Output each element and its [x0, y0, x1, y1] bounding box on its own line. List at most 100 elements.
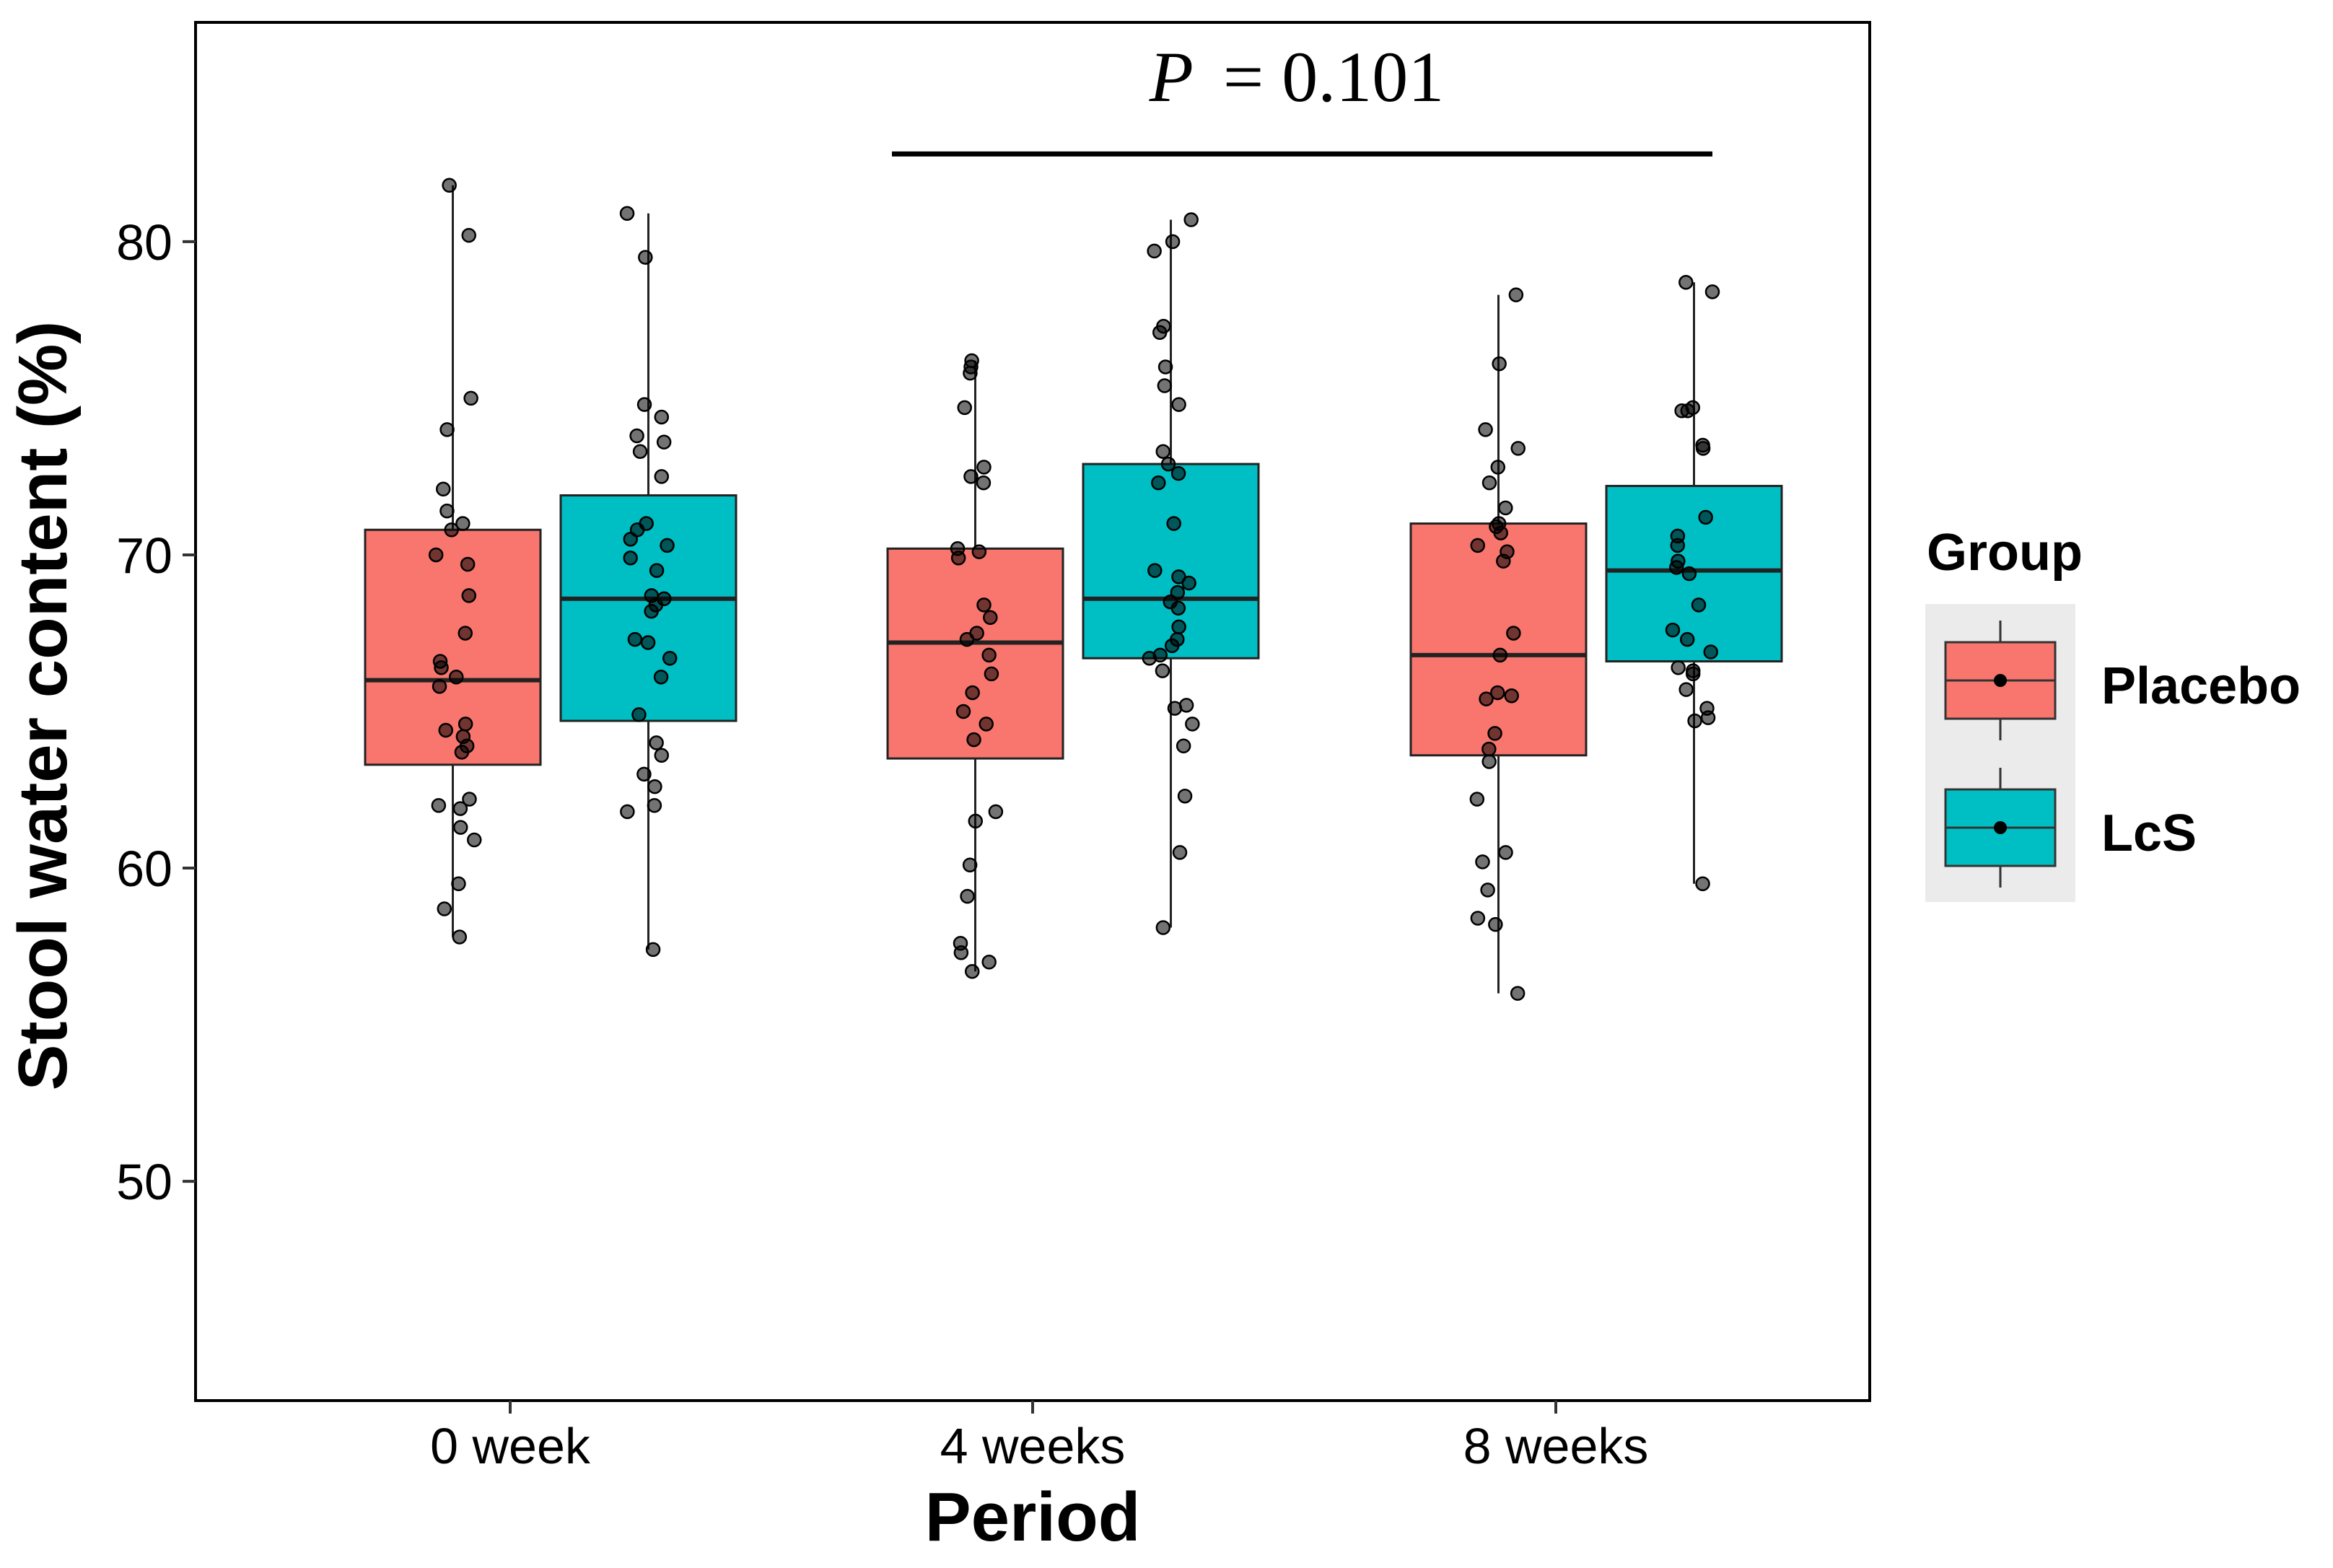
data-point: [1670, 528, 1686, 544]
data-point: [950, 541, 966, 556]
data-point: [458, 626, 473, 641]
data-point: [455, 729, 471, 744]
data-point: [966, 732, 981, 748]
data-point: [460, 556, 476, 572]
data-point: [1671, 660, 1686, 675]
data-point: [1156, 318, 1171, 334]
data-point: [645, 942, 661, 958]
legend-key-point: [1994, 821, 2007, 834]
data-point: [1470, 911, 1486, 926]
data-point: [1510, 441, 1526, 456]
data-point: [976, 460, 992, 475]
data-point: [428, 547, 444, 563]
data-point: [1498, 500, 1513, 516]
data-point: [1685, 400, 1701, 416]
data-point: [632, 444, 648, 459]
data-point: [654, 469, 670, 484]
data-point: [442, 178, 457, 193]
data-point: [1491, 516, 1507, 531]
data-point: [1183, 212, 1199, 227]
box-body: [886, 547, 1064, 760]
data-point: [1665, 622, 1681, 638]
data-point: [1679, 631, 1695, 647]
data-point: [636, 397, 652, 412]
data-point: [1671, 553, 1686, 569]
data-point: [1481, 754, 1497, 769]
data-point: [660, 538, 675, 553]
data-point: [964, 353, 979, 369]
p-value-text: = 0.101: [1223, 37, 1444, 117]
data-point: [1177, 788, 1193, 804]
data-point: [1171, 397, 1186, 412]
data-point: [1157, 359, 1173, 375]
data-point: [1151, 475, 1166, 491]
data-point: [1685, 663, 1701, 678]
data-point: [1147, 243, 1162, 259]
data-point: [1699, 701, 1715, 716]
box-lcs-1: [1082, 219, 1260, 928]
data-point: [1490, 685, 1505, 701]
data-point: [955, 704, 971, 719]
data-point: [1704, 284, 1720, 299]
legend-label-placebo: Placebo: [2101, 657, 2301, 715]
y-tick-label: 80: [116, 214, 172, 271]
data-point: [619, 206, 635, 222]
data-point: [461, 227, 476, 243]
data-point: [1678, 275, 1694, 290]
data-point: [1170, 631, 1185, 647]
legend-key-placebo: [1944, 621, 2057, 740]
data-point: [1506, 626, 1521, 641]
data-point: [1492, 647, 1508, 663]
data-point: [965, 685, 980, 701]
data-point: [957, 400, 972, 416]
data-point: [1481, 741, 1497, 757]
data-point: [623, 551, 638, 566]
data-point: [432, 654, 448, 669]
data-point: [1178, 698, 1194, 713]
data-point: [1480, 882, 1495, 898]
data-point: [1172, 845, 1188, 860]
data-point: [638, 250, 653, 265]
data-point: [1681, 566, 1697, 582]
data-point: [968, 813, 984, 829]
p-symbol: P: [1149, 37, 1194, 117]
box-body: [1082, 463, 1260, 660]
legend-title: Group: [1927, 524, 2083, 582]
data-point: [1171, 569, 1186, 584]
data-point: [1470, 538, 1485, 553]
data-point: [1160, 456, 1176, 472]
y-tick-label: 60: [116, 841, 172, 897]
data-point: [1170, 465, 1186, 481]
box-body: [559, 494, 737, 722]
data-point: [981, 647, 997, 663]
data-point: [647, 797, 662, 813]
data-point: [620, 804, 635, 820]
data-point: [640, 635, 656, 650]
data-point: [647, 779, 662, 794]
data-point: [1492, 356, 1507, 372]
data-point: [1147, 563, 1163, 578]
data-point: [1687, 713, 1702, 729]
data-point: [969, 626, 984, 641]
data-point: [653, 670, 669, 685]
data-point: [449, 670, 464, 685]
legend-key-point: [1994, 674, 2007, 687]
data-point: [1510, 986, 1526, 1001]
data-point: [644, 588, 660, 603]
data-point: [1157, 378, 1173, 393]
data-point: [1152, 647, 1168, 663]
x-axis-title: Period: [925, 1479, 1141, 1556]
data-point: [662, 650, 678, 666]
data-point: [453, 820, 468, 835]
data-point: [438, 722, 454, 738]
box-lcs-0: [559, 213, 737, 950]
data-point: [656, 434, 672, 450]
data-point: [1165, 234, 1181, 250]
data-point: [439, 422, 455, 437]
data-point: [953, 935, 968, 951]
data-point: [1155, 663, 1170, 678]
data-point: [983, 610, 998, 626]
data-point: [1678, 682, 1694, 697]
data-point: [639, 516, 654, 531]
data-point: [631, 707, 647, 722]
